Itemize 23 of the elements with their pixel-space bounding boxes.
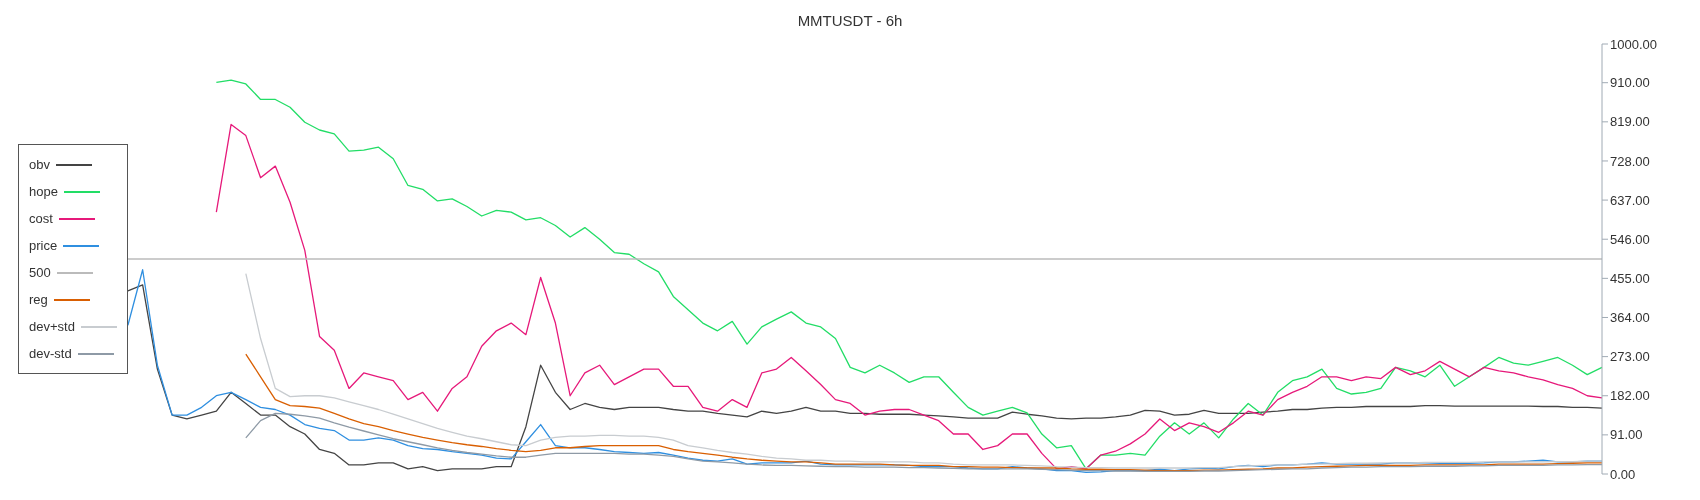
y-tick-label: 728.00 — [1610, 153, 1650, 169]
chart-title: MMTUSDT - 6h — [796, 11, 904, 31]
legend-label: obv — [29, 157, 50, 172]
legend-label: reg — [29, 292, 48, 307]
y-tick-label: 819.00 — [1610, 114, 1650, 130]
line-series — [245, 412, 1603, 473]
y-tick-label: 455.00 — [1610, 270, 1650, 286]
y-tick-label: 364.00 — [1610, 310, 1650, 326]
legend-label: price — [29, 238, 58, 253]
y-tick-label: 1000.00 — [1610, 36, 1657, 52]
y-tick-label: 546.00 — [1610, 231, 1650, 247]
legend-label: cost — [29, 211, 53, 226]
line-series — [245, 353, 1603, 472]
legend-label: 500 — [29, 265, 51, 280]
y-tick-label: 273.00 — [1610, 349, 1650, 365]
legend-label: dev-std — [29, 346, 72, 361]
y-tick-label: 910.00 — [1610, 75, 1650, 91]
legend-label: dev+std — [29, 319, 75, 334]
y-tick-label: 91.00 — [1610, 427, 1643, 443]
y-tick-label: 182.00 — [1610, 388, 1650, 404]
y-tick-label: 637.00 — [1610, 192, 1650, 208]
legend-label: hope — [29, 184, 58, 199]
y-tick-label: 0.00 — [1610, 466, 1636, 482]
